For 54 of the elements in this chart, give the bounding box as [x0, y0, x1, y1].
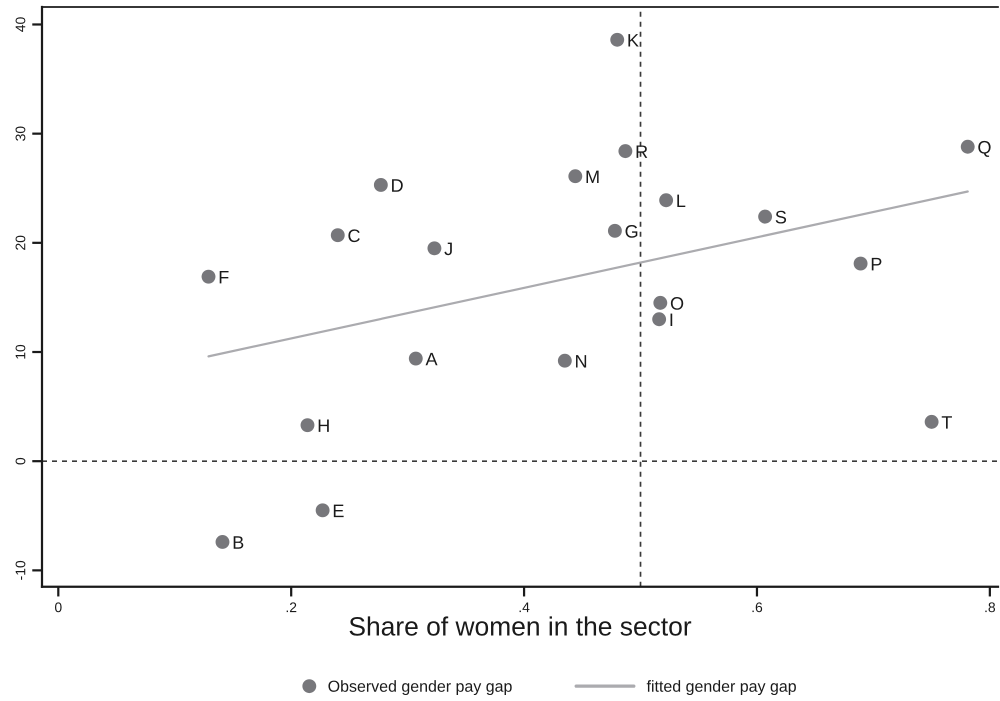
point — [659, 193, 674, 208]
x-tick-label: 0 — [54, 602, 62, 612]
annotation: O — [670, 297, 684, 310]
point — [316, 503, 330, 518]
annotation: S — [776, 210, 786, 224]
point — [427, 241, 442, 256]
annotation: D — [392, 179, 403, 192]
annotation: N — [576, 355, 586, 368]
y-tick-label: 10 — [16, 344, 26, 359]
annotation: I — [670, 314, 672, 326]
point — [568, 169, 582, 184]
annotation: A — [426, 352, 438, 366]
point — [374, 178, 388, 192]
point — [652, 312, 666, 326]
annotation: H — [318, 419, 329, 432]
y-tick-label: 40 — [16, 17, 26, 32]
annotation: M — [586, 170, 599, 183]
legend-label: Observed gender pay gap — [328, 680, 512, 696]
annotation: L — [677, 194, 686, 208]
x-tick-label: .4 — [520, 602, 530, 612]
point — [610, 32, 624, 47]
annotation: R — [636, 145, 648, 158]
x-axis-title: Share of women in the sector — [350, 616, 692, 636]
y-tick-label: 20 — [16, 236, 26, 250]
point — [960, 140, 975, 154]
annotation: Q — [978, 140, 991, 157]
y-tick-label: -10 — [16, 560, 26, 580]
point — [854, 256, 868, 271]
annotation: G — [626, 224, 638, 238]
x-tick-label: .2 — [286, 602, 296, 612]
point — [300, 418, 314, 432]
annotation: F — [220, 271, 229, 284]
annotation: E — [334, 504, 344, 518]
point — [924, 414, 939, 429]
annotation: B — [234, 536, 244, 549]
annotation: J — [444, 242, 452, 256]
y-tick-label: 30 — [16, 126, 26, 141]
x-tick-label: .6 — [752, 602, 762, 612]
legend-label: fitted gender pay gap — [646, 680, 796, 696]
annotation: C — [348, 229, 360, 242]
annotation: K — [628, 34, 639, 47]
point — [216, 535, 230, 549]
annotation: P — [872, 258, 882, 270]
point — [758, 210, 772, 224]
point — [653, 296, 668, 310]
x-tick-label: .8 — [985, 602, 996, 612]
point — [408, 352, 423, 366]
point — [558, 354, 572, 368]
point — [618, 144, 632, 158]
annotation: T — [942, 416, 952, 429]
point — [608, 224, 622, 238]
point — [202, 270, 216, 284]
point — [330, 228, 345, 242]
y-tick-label: 0 — [16, 458, 26, 465]
